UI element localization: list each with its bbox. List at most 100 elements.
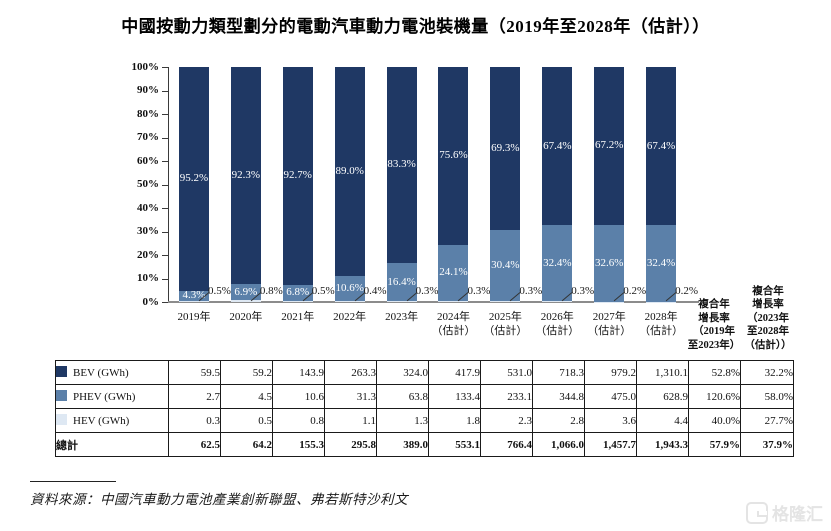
- row-label-cell: BEV (GWh): [55, 360, 169, 385]
- bar-segment-phev-label: 10.6%: [335, 282, 364, 295]
- chart-title: 中國按動力類型劃分的電動汽車動力電池裝機量（2019年至2028年（估計））: [121, 17, 710, 36]
- table-cell: 233.1: [480, 384, 533, 409]
- bar-segment-bev: 67.2%: [594, 67, 625, 225]
- table-cell: 4.4: [636, 408, 689, 433]
- stacked-bar-chart: 0% 10% 20% 30% 40% 50% 60% 70% 80% 90% 100% 95.2% 4…: [0, 58, 831, 360]
- bar-segment-phev: 16.4%: [386, 262, 417, 302]
- y-axis-tick-label: 60%: [137, 154, 159, 167]
- bar-segment-bev: 95.2%: [178, 67, 209, 291]
- bar-segment-bev: 89.0%: [334, 67, 365, 277]
- legend-label: BEV (GWh): [73, 367, 129, 379]
- bar-slot-2024年: 75.6% 24.1% 0.3%: [428, 67, 490, 302]
- bar-segment-phev-label: 6.8%: [286, 286, 310, 299]
- table-cell: 4.5: [220, 384, 273, 409]
- y-axis-tick-label: 50%: [137, 178, 159, 190]
- table-cell: 263.3: [324, 360, 377, 385]
- table-cell: 133.4: [428, 384, 481, 409]
- y-axis-tick-label: 70%: [137, 131, 159, 143]
- table-row: BEV (GWh) 59.5 59.2 143.9 263.3 324.0 417.9 531…: [55, 360, 794, 385]
- table-cell: 1,457.7: [584, 432, 637, 457]
- x-axis-label: 2024年 （估計）: [431, 311, 476, 337]
- table-cell: 32.2%: [740, 360, 794, 385]
- legend-chip: [56, 366, 67, 377]
- y-axis-tick: [162, 161, 168, 162]
- table-cell: 0.3: [168, 408, 221, 433]
- table-cell: 344.8: [532, 384, 585, 409]
- bar-slot-2020年: 92.3% 6.9% 0.8%: [220, 67, 283, 302]
- stacked-bar-2028年: 67.4% 32.4%: [646, 67, 677, 302]
- table-cell: 766.4: [480, 432, 533, 457]
- x-axis-label: 2027年 （估計）: [587, 311, 632, 337]
- total-row-label: 總計: [56, 439, 78, 452]
- cagr-header-line: （估計））: [744, 339, 792, 351]
- y-axis-tick-label: 90%: [137, 84, 159, 96]
- x-axis-label: 2022年: [333, 311, 367, 323]
- hev-callout-label: 0.4%: [363, 285, 387, 297]
- bar-slot-2026年: 67.4% 32.4% 0.3%: [531, 67, 594, 302]
- hev-callout-label: 0.5%: [311, 285, 335, 297]
- x-axis-labels: 2019年 2020年 2021年 2022年 2023年 2024年 （估計） 2025年（…: [168, 310, 687, 338]
- y-axis-tick: [162, 137, 168, 139]
- cagr-header-2023-2028: 複合年 增長率 （2023年 至2028年 （估計））: [739, 285, 797, 353]
- table-cell: 10.6: [272, 384, 325, 409]
- bar-segment-hev: [542, 301, 573, 302]
- table-cell: 1,310.1: [636, 360, 689, 385]
- gelonghui-logo-icon: [746, 501, 768, 524]
- table-cell: 120.6%: [688, 384, 741, 409]
- bar-segment-hev: [334, 301, 365, 302]
- cagr-header-line: 複合年: [752, 285, 784, 297]
- stacked-bar-2021年: 92.7% 6.8%: [282, 67, 313, 302]
- cagr-header-line: （2019年: [693, 326, 735, 337]
- bar-slot-2028年: 67.4% 32.4% 0.2%: [635, 67, 698, 302]
- stacked-bar-2024年: 75.6% 24.1%: [438, 67, 469, 302]
- bar-segment-phev: 6.9%: [230, 283, 261, 301]
- bar-segment-phev-label: 32.6%: [594, 256, 624, 269]
- bar-segment-hev: [178, 300, 209, 302]
- bar-segment-bev: 67.4%: [646, 67, 677, 226]
- table-cell: 417.9: [428, 360, 481, 385]
- table-cell: 40.0%: [688, 408, 741, 433]
- x-axis-label: 2026年 （估計）: [535, 311, 580, 337]
- table-cell: 2.8: [532, 408, 585, 433]
- bar-segment-phev: 4.3%: [178, 290, 209, 301]
- bar-segment-bev: 92.7%: [282, 67, 313, 285]
- table-cell: 27.7%: [740, 408, 794, 433]
- table-cell: 31.3: [324, 384, 377, 409]
- stacked-bar-2027年: 67.2% 32.6%: [594, 67, 625, 302]
- table-cell: 2.3: [480, 408, 533, 433]
- bar-slot-2022年: 89.0% 10.6% 0.4%: [324, 67, 387, 302]
- table-cell: 2.7: [168, 384, 221, 409]
- bar-segment-phev-label: 32.4%: [646, 256, 676, 269]
- bar-segment-hev: [282, 300, 313, 302]
- bar-segment-phev: 32.4%: [542, 225, 573, 302]
- row-label-cell: HEV (GWh): [55, 408, 169, 433]
- y-axis-tick: [162, 208, 168, 209]
- bar-segment-bev: 75.6%: [438, 67, 469, 245]
- y-axis-tick-label: 20%: [137, 248, 159, 261]
- x-axis-label: 2025年 （估計）: [483, 311, 528, 337]
- y-axis-tick-label: 40%: [137, 201, 159, 214]
- cagr-header-line: 增長率: [752, 299, 784, 310]
- bar-segment-bev-label: 92.3%: [231, 168, 261, 181]
- y-axis-tick: [162, 114, 168, 115]
- bar-slot-2021年: 92.7% 6.8% 0.5%: [272, 67, 335, 302]
- table-cell: 1.3: [376, 408, 429, 433]
- bar-segment-bev-label: 67.4%: [543, 139, 572, 152]
- stacked-bar-2026年: 67.4% 32.4%: [542, 67, 573, 302]
- legend-chip: [56, 390, 67, 401]
- table-row: PHEV (GWh) 2.7 4.5 10.6 31.3 63.8 133.4 233.1 34…: [55, 384, 794, 409]
- bar-segment-bev: 83.3%: [386, 67, 417, 263]
- table-cell: 64.2: [220, 432, 273, 457]
- bar-segment-bev-label: 95.2%: [179, 172, 209, 185]
- legend-chip: [56, 414, 67, 425]
- bar-segment-hev: [438, 301, 469, 302]
- y-axis-tick-label: 10%: [137, 272, 159, 284]
- table-cell: 0.8: [272, 408, 325, 433]
- stacked-bar-2020年: 92.3% 6.9%: [230, 67, 261, 302]
- y-axis-tick-label: 80%: [137, 107, 159, 120]
- cagr-header-line: （2023年: [747, 312, 789, 324]
- bar-segment-phev: 32.4%: [646, 225, 677, 302]
- bar-segment-hev: [386, 301, 417, 302]
- bar-segment-bev-label: 69.3%: [491, 141, 520, 154]
- table-cell: 3.6: [584, 408, 637, 433]
